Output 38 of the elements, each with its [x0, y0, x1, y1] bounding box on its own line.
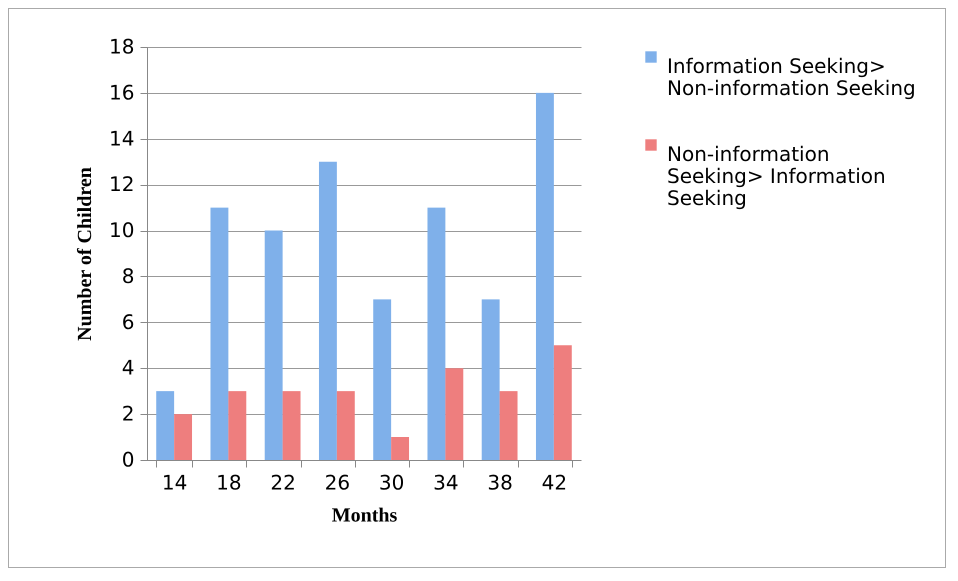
- x-tick-label: 18: [216, 470, 242, 494]
- y-tick-label: 2: [122, 402, 134, 426]
- bar: [210, 208, 228, 460]
- y-tick-label: 16: [109, 80, 134, 104]
- y-axis-title: Number of Children: [74, 167, 96, 341]
- x-tick-label: 14: [162, 470, 188, 494]
- legend-label: Information Seeking> Non-information Seeking: [667, 54, 916, 100]
- x-axis-title: Months: [332, 504, 398, 526]
- bar: [336, 391, 355, 460]
- bar: [156, 391, 174, 460]
- x-tick-label: 26: [324, 470, 350, 494]
- bar: [174, 414, 192, 460]
- y-tick-label: 8: [122, 264, 134, 288]
- y-tick-label: 12: [109, 172, 134, 196]
- bar: [445, 368, 464, 460]
- y-tick-label: 6: [122, 310, 134, 334]
- bar: [500, 391, 518, 460]
- y-tick-label: 18: [109, 34, 134, 58]
- x-tick-label: 22: [270, 470, 296, 494]
- x-tick-label: 42: [542, 470, 568, 494]
- x-tick-label: 30: [378, 470, 404, 494]
- bar: [536, 92, 554, 460]
- y-tick-label: 14: [109, 126, 134, 150]
- y-tick-label: 0: [122, 448, 134, 472]
- bar: [391, 437, 410, 460]
- bar: [228, 391, 246, 460]
- bar: [427, 208, 446, 460]
- bar: [373, 299, 392, 460]
- legend-label: Non-information Seeking> Information Seeking: [667, 142, 886, 210]
- y-tick-label: 10: [109, 218, 134, 242]
- bar: [554, 345, 572, 460]
- bar: [282, 391, 301, 460]
- y-tick-label: 4: [122, 356, 134, 380]
- bar: [318, 162, 337, 460]
- x-tick-label: 38: [487, 470, 513, 494]
- bar: [482, 299, 500, 460]
- bar: [264, 230, 283, 460]
- x-tick-label: 34: [433, 470, 459, 494]
